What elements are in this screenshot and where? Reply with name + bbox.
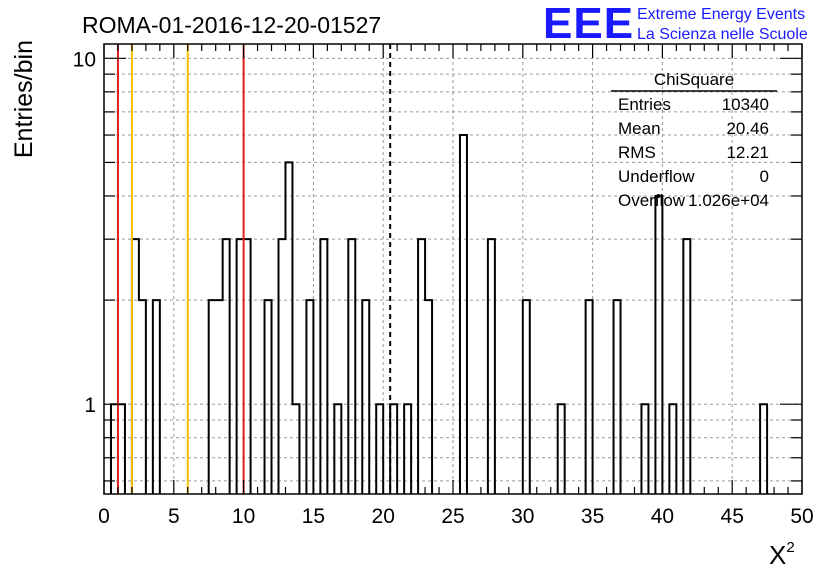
histogram-bin [655, 196, 662, 494]
stats-row-value: 20.46 [726, 119, 769, 138]
histogram-bin [139, 300, 146, 494]
histogram-bin [348, 239, 355, 494]
y-axis-label: Entries/bin [10, 40, 38, 158]
histogram-bin [523, 300, 530, 494]
x-tick-label: 20 [372, 505, 395, 528]
x-axis-label-superscript: 2 [786, 539, 794, 556]
stats-row-value: 1.026e+04 [688, 191, 769, 210]
stats-row-label: Mean [618, 119, 661, 138]
histogram-bin [683, 239, 690, 494]
x-tick-label: 30 [511, 505, 534, 528]
stats-row-label: Underflow [618, 167, 695, 186]
stats-row-label: Entries [618, 95, 671, 114]
stats-box-title: ChiSquare [654, 70, 734, 89]
histogram-bin [425, 300, 432, 494]
x-tick-label: 50 [790, 505, 813, 528]
stats-row-value: 0 [760, 167, 769, 186]
histogram-bin [488, 239, 495, 494]
x-tick-label: 25 [441, 505, 464, 528]
histogram-bin [279, 239, 286, 494]
histogram-bin [209, 300, 216, 494]
histogram-bin [132, 239, 139, 494]
histogram-bin [216, 300, 223, 494]
histogram-bin [223, 239, 230, 494]
stats-box-rows: Entries 10340 Mean 20.46 RMS 12.21 Underflow 0 O… [618, 95, 769, 210]
eee-logo-line1: Extreme Energy Events [637, 6, 805, 23]
histogram-bin [265, 300, 272, 494]
chart-title: ROMA-01-2016-12-20-01527 [82, 12, 381, 38]
eee-logo-mark: EEE [543, 0, 634, 48]
stats-row-value: 10340 [722, 95, 769, 114]
stats-box: ChiSquare Entries 10340 Mean 20.46 RMS 12.21 U… [611, 70, 777, 210]
x-tick-label: 5 [168, 505, 180, 528]
stats-row-label: RMS [618, 143, 656, 162]
y-tick-label: 1 [84, 394, 96, 417]
ticks [103, 44, 803, 494]
x-axis-label-base: X [769, 540, 786, 570]
histogram-bin [244, 239, 251, 494]
histogram-bars [109, 134, 769, 494]
x-tick-label: 15 [302, 505, 325, 528]
reference-lines [116, 44, 392, 494]
x-tick-label: 40 [651, 505, 674, 528]
histogram-bin [320, 239, 327, 494]
histogram-bin [153, 300, 160, 494]
histogram-bin [614, 300, 621, 494]
x-tick-label: 0 [98, 505, 110, 528]
x-tick-label: 45 [721, 505, 744, 528]
eee-logo-line2: La Scienza nelle Scuole [637, 26, 808, 43]
x-tick-label: 35 [581, 505, 604, 528]
histogram-bin [237, 239, 244, 494]
x-axis-label: X2 [769, 539, 795, 570]
stats-row-label: Overflow [618, 191, 686, 210]
histogram-bin [586, 300, 593, 494]
histogram-bin [418, 239, 425, 494]
histogram-bin [460, 135, 467, 494]
histogram-outline [109, 134, 769, 494]
y-tick-label: 10 [73, 48, 96, 71]
x-tick-label: 10 [232, 505, 255, 528]
stats-row-value: 12.21 [726, 143, 769, 162]
histogram-bin [362, 300, 369, 494]
histogram-bin [285, 162, 292, 494]
tick-labels: 0 5 10 15 20 25 30 35 40 45 50 1 10 [73, 48, 814, 528]
histogram-bin [306, 300, 313, 494]
eee-logo: EEE Extreme Energy Events La Scienza nel… [543, 0, 808, 48]
